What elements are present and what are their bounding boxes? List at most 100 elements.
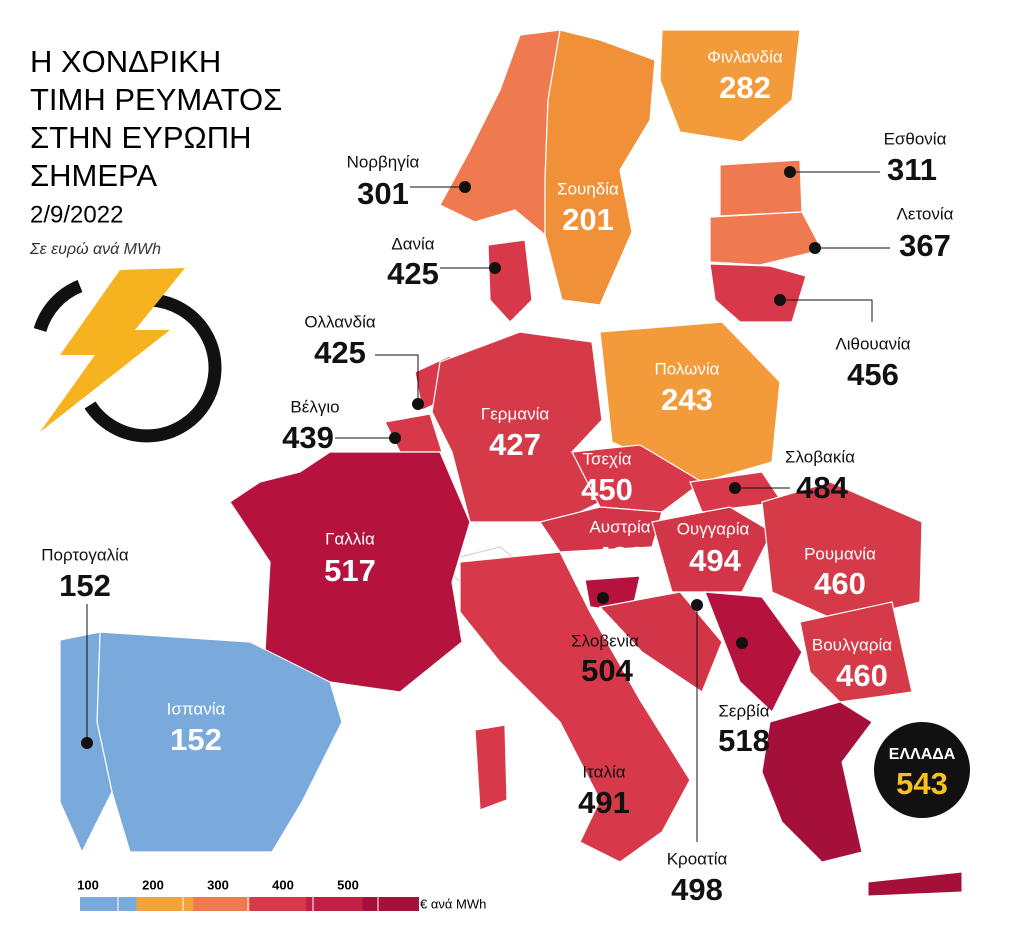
country-value: 439 [282, 420, 334, 455]
marker-dot [691, 599, 703, 611]
country-name: Ιταλία [582, 762, 625, 781]
country-value: 152 [170, 722, 222, 757]
marker-dot [412, 398, 424, 410]
country-name: Νορβηγία [347, 152, 420, 171]
country [799, 601, 913, 703]
country-value: 201 [562, 202, 614, 237]
marker-dot [809, 242, 821, 254]
country [439, 29, 561, 237]
country-name: Σουηδία [557, 179, 619, 198]
country-value: 450 [581, 472, 633, 507]
country-value: 243 [661, 382, 713, 417]
country [599, 321, 781, 483]
country-name: Πολωνία [654, 359, 719, 378]
country [598, 591, 723, 693]
legend-tick-label: 300 [207, 877, 229, 892]
country-name: Πορτογαλία [41, 545, 129, 564]
legend-tick-label: 100 [77, 877, 99, 892]
country [867, 871, 963, 897]
country-name: Ουγγαρία [677, 519, 750, 538]
marker-dot [489, 262, 501, 274]
country-name: Ρουμανία [804, 544, 876, 563]
marker-dot [597, 592, 609, 604]
country-value: 427 [489, 427, 541, 462]
country-name: Σλοβενία [571, 631, 639, 650]
legend-swatch [249, 897, 306, 911]
title-line: ΣΗΜΕΡΑ [30, 158, 157, 193]
country-name: Εσθονία [884, 129, 947, 148]
country-value: 425 [314, 335, 366, 370]
country-name: Γερμανία [481, 404, 550, 423]
country-name: Δανία [391, 234, 434, 253]
country-value: 491 [578, 785, 630, 820]
country [487, 239, 533, 323]
title-line: ΤΙΜΗ ΡΕΥΜΑΤΟΣ [30, 82, 282, 117]
marker-dot [736, 637, 748, 649]
country-value: 425 [387, 256, 439, 291]
badge-name: ΕΛΛΑΔΑ [889, 746, 956, 763]
country-value: 301 [357, 176, 409, 211]
title-line: Η ΧΟΝΔΡΙΚΗ [30, 44, 221, 79]
badge [874, 722, 970, 818]
country-name: Ολλανδία [304, 312, 376, 331]
country-name: Κροατία [667, 849, 728, 868]
country-value: 282 [719, 70, 771, 105]
legend-unit: € ανά MWh [420, 896, 486, 911]
marker-dot [729, 482, 741, 494]
legend-tick-label: 200 [142, 877, 164, 892]
marker-dot [784, 166, 796, 178]
country [544, 29, 656, 306]
country-value: 456 [847, 357, 899, 392]
marker-dot [81, 737, 93, 749]
badge-value: 543 [896, 766, 948, 801]
legend: 100 200 300 400 500 € ανά MWh [77, 877, 486, 911]
country-name: Σλοβακία [785, 447, 855, 466]
legend-swatch [80, 897, 137, 911]
country-name: Ισπανία [167, 699, 226, 718]
country-name: Βέλγιο [290, 397, 339, 416]
country-value: 517 [324, 553, 376, 588]
title-line: ΣΤΗΝ ΕΥΡΩΠΗ [30, 120, 251, 155]
legend-swatch [136, 897, 193, 911]
country-value: 498 [671, 872, 723, 907]
country [571, 444, 704, 513]
country-value: 460 [836, 658, 888, 693]
unit: Σε ευρώ ανά MWh [29, 241, 161, 258]
logo-ring [33, 279, 83, 333]
country-value: 504 [581, 653, 633, 688]
country-value: 460 [814, 566, 866, 601]
country [659, 29, 801, 143]
legend-swatch [362, 897, 419, 911]
country-name: Γαλλία [325, 529, 375, 548]
country-value: 152 [59, 568, 111, 603]
country-value: 494 [689, 543, 741, 578]
country-name: Τσεχία [582, 449, 631, 468]
country-value: 311 [887, 152, 937, 187]
country [651, 506, 773, 593]
country [459, 551, 691, 863]
greece-badge: ΕΛΛΑΔΑ 543 [874, 722, 970, 818]
country-name: Σερβία [718, 701, 769, 720]
legend-swatch [193, 897, 250, 911]
leader-line [780, 299, 873, 322]
legend-tick-label: 400 [272, 877, 294, 892]
country-name: Αυστρία [589, 517, 650, 536]
legend-tick-label: 500 [337, 877, 359, 892]
country [709, 263, 807, 323]
logo-ring [84, 293, 222, 443]
marker-dot [774, 294, 786, 306]
legend-swatch [306, 897, 363, 911]
country-name: Βουλγαρία [812, 635, 892, 654]
country-value: 518 [718, 723, 770, 758]
country [709, 211, 823, 266]
marker-dot [389, 432, 401, 444]
country-value: 367 [899, 228, 951, 263]
country [474, 724, 508, 811]
leader-line [375, 354, 419, 404]
date: 2/9/2022 [30, 201, 123, 228]
logo-bolt [40, 268, 185, 432]
country-value: 498 [594, 540, 646, 575]
country-name: Λετονία [897, 204, 954, 223]
country-value: 484 [796, 470, 848, 505]
